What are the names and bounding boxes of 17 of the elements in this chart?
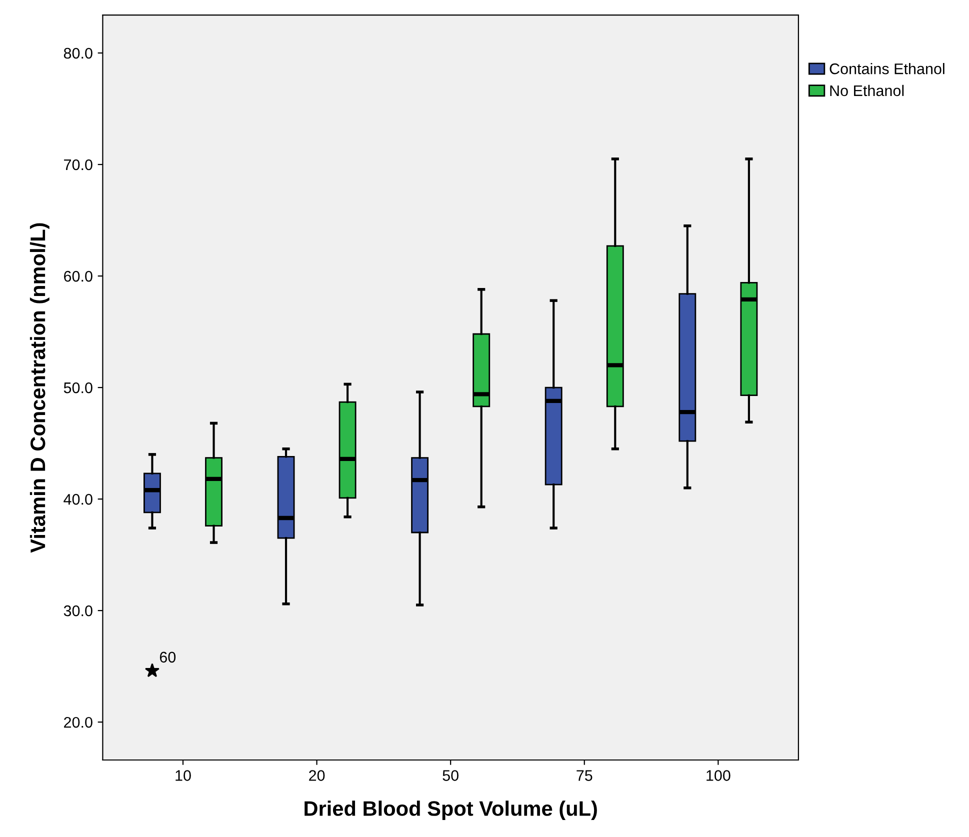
y-tick-label: 60.0 [64, 270, 92, 282]
x-tick-label: 75 [576, 770, 592, 781]
y-tick-label: 40.0 [64, 494, 92, 505]
legend-label: No Ethanol [830, 84, 904, 96]
y-tick-label: 30.0 [64, 605, 92, 616]
x-axis-title: Dried Blood Spot Volume (uL) [304, 800, 597, 820]
y-axis-title: Vitamin D Concentration (nmol/L) [30, 223, 50, 553]
x-tick-label: 10 [176, 770, 191, 781]
annotation: 60 [160, 652, 176, 663]
x-tick-label: 100 [706, 770, 730, 781]
x-tick-label: 20 [309, 770, 325, 781]
x-tick-label: 50 [442, 770, 458, 781]
legend-label: Contains Ethanol [830, 63, 944, 74]
y-tick-label: 50.0 [64, 382, 92, 394]
y-tick-label: 80.0 [64, 48, 92, 59]
y-tick-label: 20.0 [64, 716, 92, 728]
y-tick-label: 70.0 [64, 159, 92, 170]
